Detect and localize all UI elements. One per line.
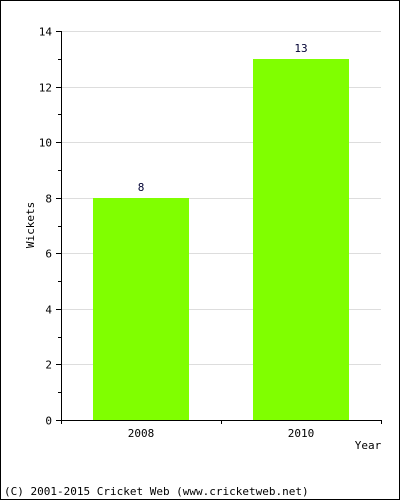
- y-tick-label: 6: [45, 248, 52, 261]
- x-tick-label: 2010: [288, 427, 315, 440]
- y-tick-label: 4: [45, 304, 52, 317]
- bar-2010: [253, 59, 349, 420]
- bar-value-label: 13: [294, 42, 307, 55]
- copyright-footer: (C) 2001-2015 Cricket Web (www.cricketwe…: [4, 485, 309, 498]
- bars: [93, 59, 349, 420]
- x-axis-label: Year: [355, 439, 382, 452]
- y-tick-label: 2: [45, 359, 52, 372]
- y-tick-label: 10: [39, 137, 52, 150]
- axes: [56, 31, 382, 424]
- y-tick-label: 8: [45, 193, 52, 206]
- x-tick-label: 2008: [128, 427, 155, 440]
- bar-2008: [93, 198, 189, 420]
- y-tick-label: 12: [39, 82, 52, 95]
- y-tick-label: 14: [39, 26, 53, 39]
- y-axis-label: Wickets: [24, 202, 37, 248]
- y-tick-label: 0: [45, 415, 52, 428]
- bar-value-label: 8: [138, 181, 145, 194]
- labels: 0 2 4 6 8 10 12 14 8 2008 13 2010: [39, 26, 315, 441]
